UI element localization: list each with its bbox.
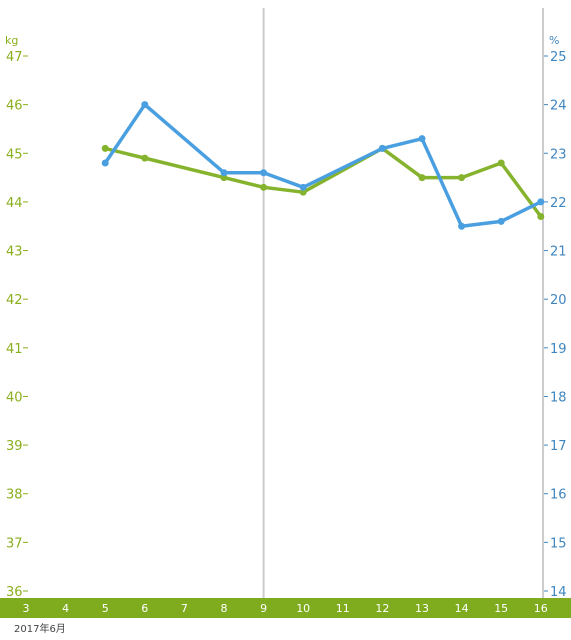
x-tick-label: 9 [260, 602, 267, 615]
x-tick-label: 6 [141, 602, 148, 615]
percent-data-point[interactable] [220, 169, 228, 177]
percent-data-point[interactable] [299, 183, 307, 191]
percent-data-point[interactable] [537, 198, 545, 206]
right-y-axis: 14 15 16 17 18 19 20 21 22 23 24 25 [543, 50, 567, 600]
weight-data-point[interactable] [299, 188, 307, 196]
x-tick-label: 4 [62, 602, 69, 615]
x-tick-label: 5 [102, 602, 109, 615]
weight-data-point[interactable] [101, 144, 109, 152]
weight-series-line [103, 146, 543, 219]
weight-data-point[interactable] [220, 174, 228, 182]
percent-data-point[interactable] [141, 101, 149, 109]
left-y-tick-label: 38 [6, 488, 23, 503]
weight-data-point[interactable] [141, 154, 149, 162]
x-tick-label: 12 [375, 602, 389, 615]
right-y-tick-label: 21 [550, 245, 567, 260]
percent-series-line [103, 102, 543, 228]
weight-data-point[interactable] [458, 174, 466, 182]
left-y-tick-label: 40 [6, 390, 23, 405]
right-y-tick-label: 15 [550, 536, 567, 551]
x-tick-label: 3 [23, 602, 30, 615]
right-y-tick-label: 24 [550, 99, 567, 114]
left-y-axis: 36 37 38 39 40 41 42 43 44 45 46 47 [6, 50, 28, 600]
x-tick-label: 16 [534, 602, 548, 615]
x-tick-label: 10 [296, 602, 310, 615]
x-axis-band [0, 598, 571, 618]
left-y-tick-label: 47 [6, 50, 23, 65]
x-axis: 3 4 5 6 7 8 9 10 11 12 13 14 15 16 [23, 602, 548, 615]
x-tick-label: 11 [336, 602, 350, 615]
weight-data-point[interactable] [497, 159, 505, 167]
right-y-tick-label: 14 [550, 585, 567, 600]
x-tick-label: 14 [455, 602, 469, 615]
weight-data-point[interactable] [418, 174, 426, 182]
left-y-tick-label: 42 [6, 293, 23, 308]
percent-data-point[interactable] [418, 135, 426, 143]
right-y-tick-label: 17 [550, 439, 567, 454]
right-y-tick-label: 18 [550, 390, 567, 405]
right-y-tick-label: 19 [550, 342, 567, 357]
series-layer [101, 101, 545, 230]
right-unit-label: % [549, 34, 559, 47]
weight-data-point[interactable] [537, 213, 545, 220]
right-y-tick-label: 16 [550, 488, 567, 503]
left-y-tick-label: 41 [6, 342, 23, 357]
left-y-tick-label: 44 [6, 196, 23, 211]
x-tick-label: 15 [494, 602, 508, 615]
x-tick-label: 7 [181, 602, 188, 615]
month-label: 2017年6月 [14, 622, 66, 635]
left-y-tick-label: 46 [6, 99, 23, 114]
left-y-tick-label: 37 [6, 536, 23, 551]
left-y-tick-label: 43 [6, 245, 23, 260]
weight-data-point[interactable] [260, 183, 268, 191]
x-tick-label: 13 [415, 602, 429, 615]
percent-data-point[interactable] [101, 159, 109, 167]
right-y-tick-label: 22 [550, 196, 567, 211]
left-y-tick-label: 36 [6, 585, 23, 600]
percent-data-point[interactable] [458, 222, 466, 230]
left-y-tick-label: 39 [6, 439, 23, 454]
right-y-tick-label: 20 [550, 293, 567, 308]
right-y-tick-label: 23 [550, 147, 567, 162]
percent-data-point[interactable] [497, 217, 505, 225]
right-y-tick-label: 25 [550, 50, 567, 65]
left-y-tick-label: 45 [6, 147, 23, 162]
percent-data-point[interactable] [378, 144, 386, 152]
percent-data-point[interactable] [260, 169, 268, 177]
x-tick-label: 8 [221, 602, 228, 615]
left-unit-label: kg [5, 34, 18, 47]
